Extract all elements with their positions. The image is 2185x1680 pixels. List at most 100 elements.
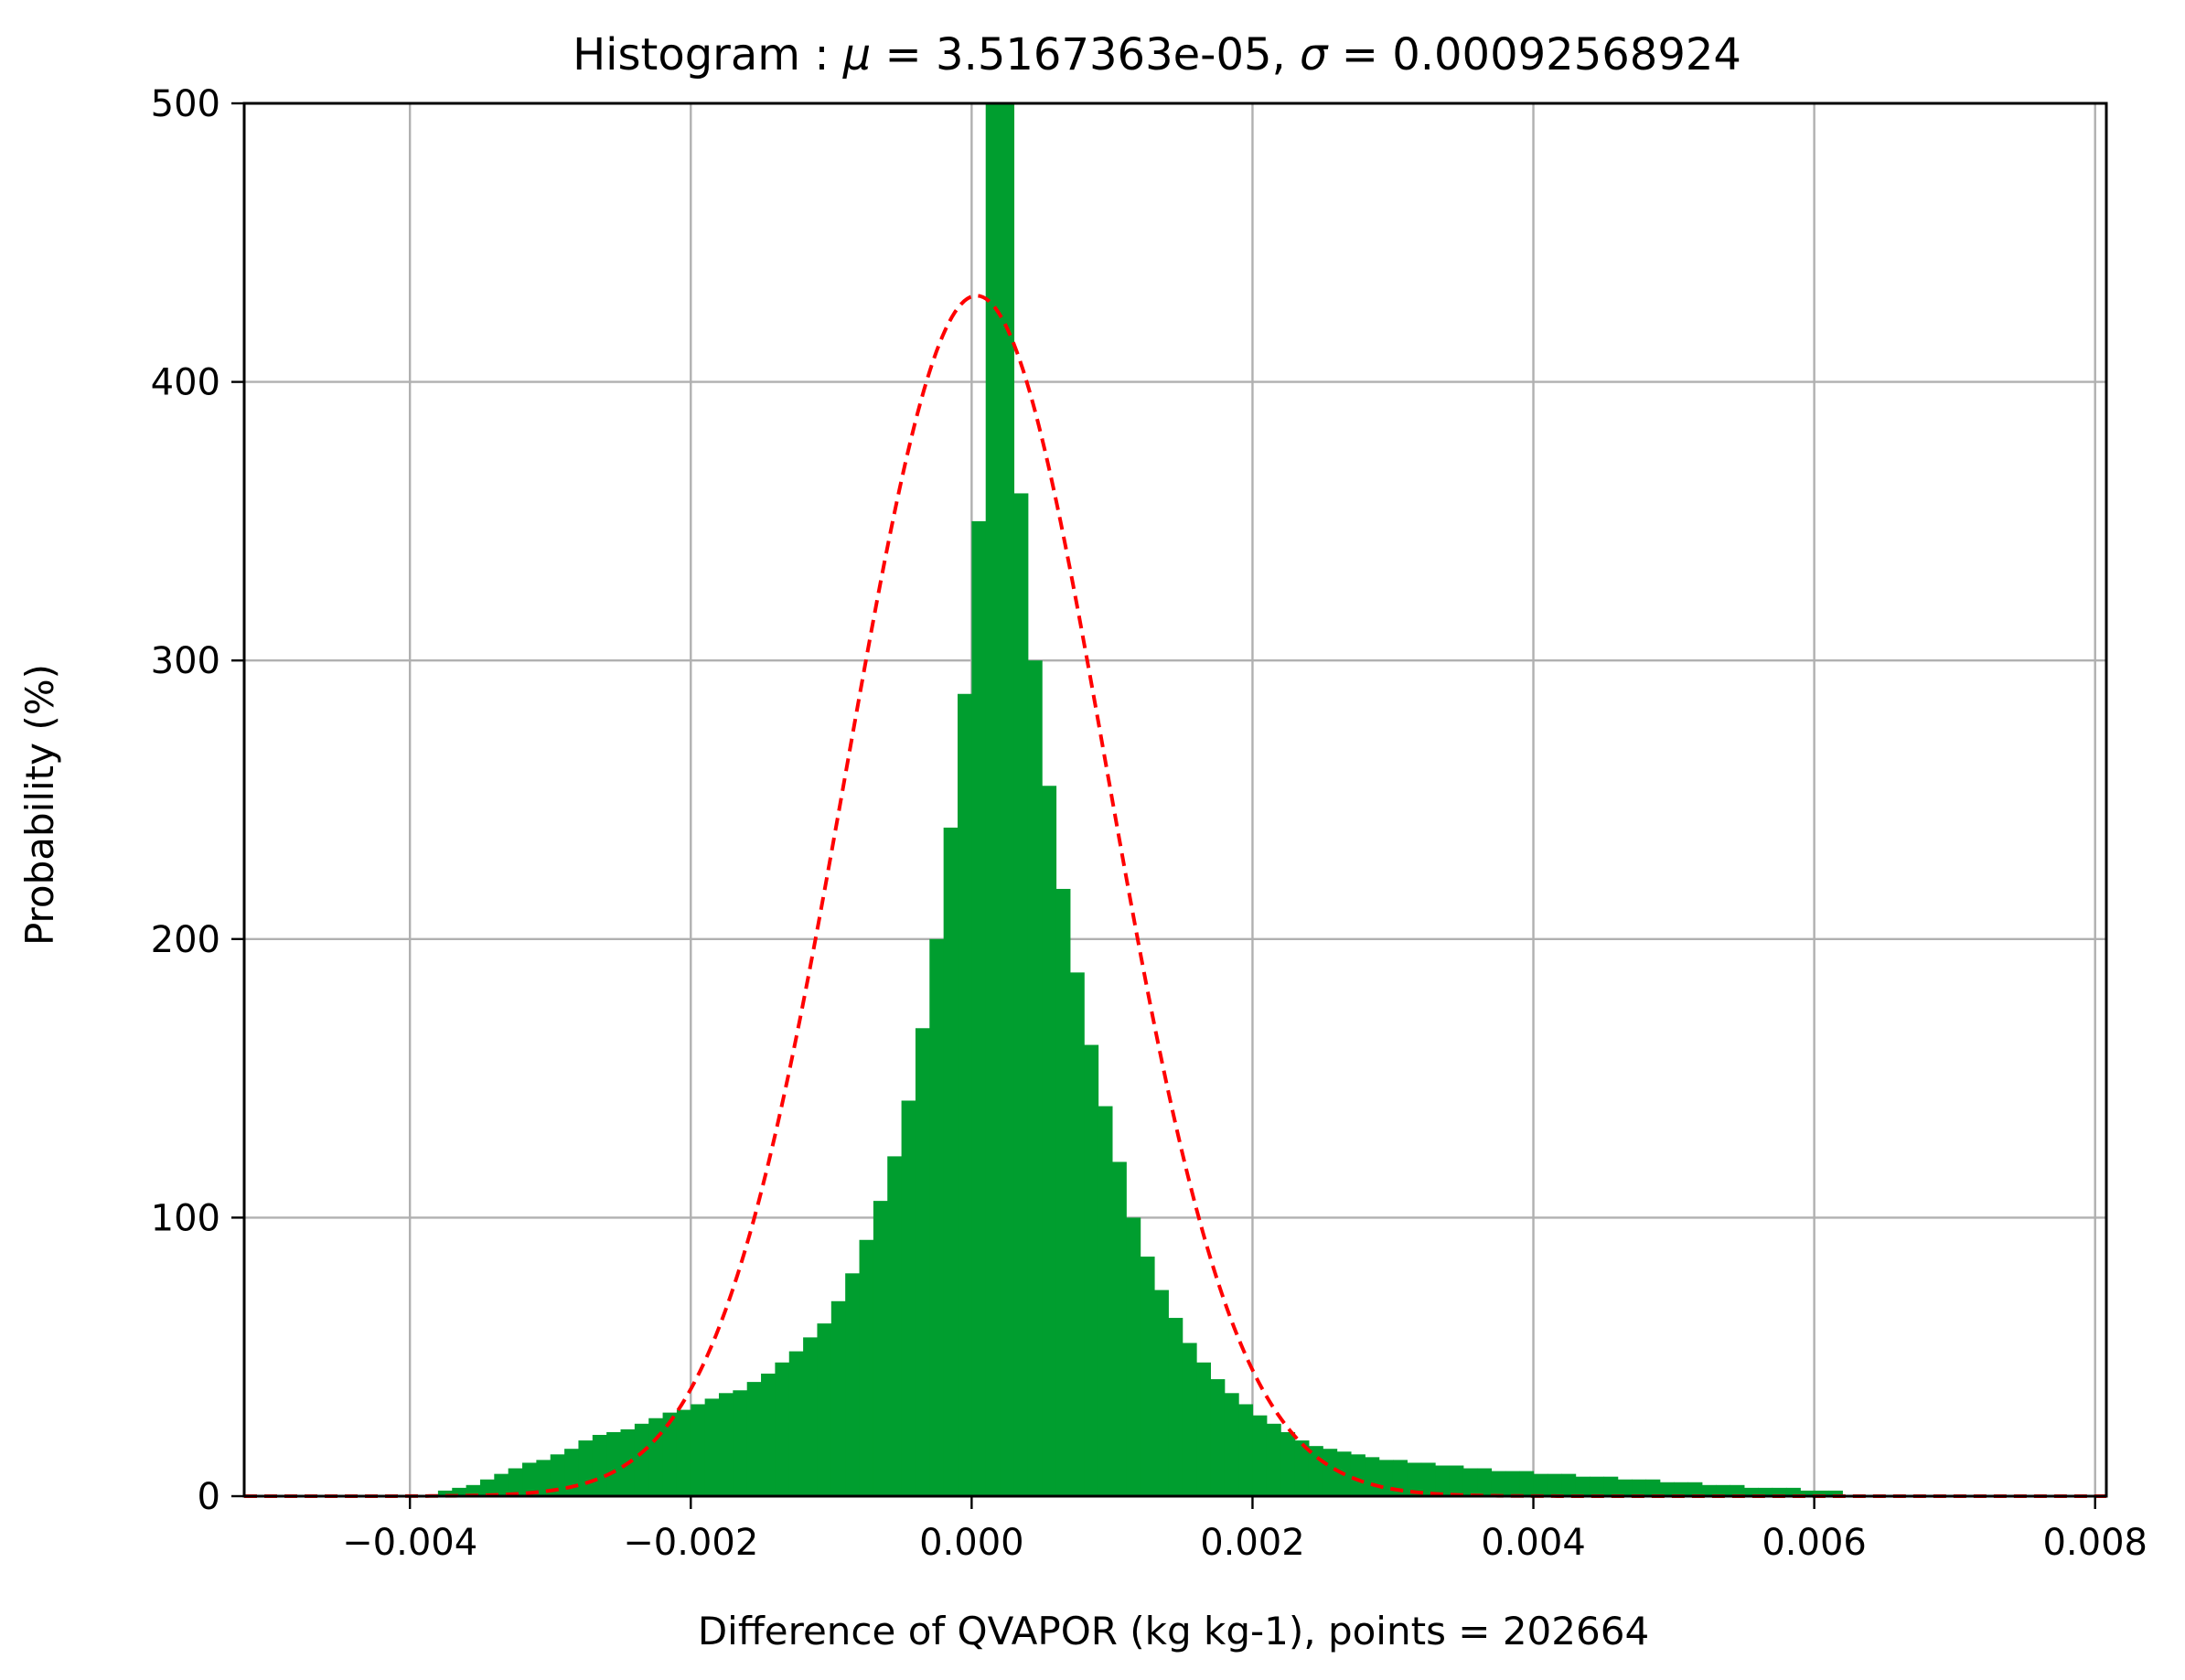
histogram-bar — [466, 1484, 481, 1496]
histogram-bar — [1758, 1487, 1773, 1496]
histogram-bar — [788, 1351, 804, 1496]
histogram-bar — [1196, 1362, 1211, 1496]
histogram-bar — [1392, 1460, 1408, 1496]
histogram-bar — [550, 1454, 565, 1496]
histogram-bar — [606, 1431, 622, 1496]
histogram-bar — [1111, 1161, 1127, 1496]
histogram-bar — [1477, 1468, 1493, 1496]
histogram-bar — [1449, 1465, 1464, 1496]
histogram-bar — [803, 1337, 819, 1496]
y-tick-label: 300 — [151, 640, 220, 682]
histogram-bar — [1659, 1482, 1675, 1496]
histogram-bar — [1055, 888, 1071, 1496]
histogram-bar — [1575, 1476, 1591, 1496]
histogram-bar — [1435, 1465, 1451, 1496]
histogram-bar — [634, 1423, 649, 1496]
y-tick-label: 400 — [151, 362, 220, 404]
histogram-bar — [1617, 1479, 1633, 1496]
histogram-bar — [1210, 1379, 1226, 1496]
histogram-bar — [1827, 1490, 1843, 1496]
histogram-bar — [1294, 1440, 1310, 1496]
histogram-bar — [929, 938, 945, 1496]
histogram-bar — [1407, 1462, 1422, 1496]
histogram-bar — [1687, 1482, 1703, 1496]
histogram-bar — [1716, 1484, 1731, 1496]
y-tick-label: 100 — [151, 1197, 220, 1239]
histogram-bar — [859, 1239, 874, 1496]
histogram-bar — [873, 1201, 888, 1496]
histogram-bar — [1785, 1487, 1801, 1496]
histogram-bar — [830, 1300, 846, 1496]
histogram-bar — [437, 1490, 453, 1496]
histogram-bar — [1632, 1479, 1646, 1496]
histogram-bar — [1098, 1106, 1113, 1496]
histogram-bar — [718, 1393, 734, 1496]
histogram-bar — [1000, 103, 1015, 1496]
histogram-bar — [1505, 1471, 1520, 1496]
histogram-bar — [1027, 660, 1043, 1496]
histogram-bar — [887, 1156, 903, 1496]
histogram-bar — [1589, 1476, 1604, 1496]
histogram-bar — [1224, 1393, 1239, 1496]
histogram-bar — [817, 1323, 832, 1496]
histogram-bar — [746, 1382, 762, 1496]
axes-frame — [242, 102, 2108, 1498]
histogram-bar — [1561, 1473, 1577, 1496]
histogram-bar — [1140, 1257, 1155, 1496]
histogram-bar — [845, 1273, 861, 1496]
histogram-bar — [536, 1460, 552, 1496]
histogram-bar — [1042, 786, 1057, 1496]
histogram-bar — [592, 1434, 607, 1496]
title-prefix: Histogram : — [573, 29, 843, 80]
x-tick-label: 0.002 — [1200, 1522, 1305, 1564]
histogram-bar — [761, 1373, 776, 1496]
x-tick-label: 0.008 — [2042, 1522, 2148, 1564]
histogram-bar — [704, 1398, 720, 1496]
histogram-bar — [1069, 972, 1085, 1496]
histogram-bar — [1800, 1490, 1815, 1496]
histogram-bar — [508, 1468, 523, 1496]
title-sigma-symbol: σ — [1300, 29, 1329, 80]
histogram-bar — [1084, 1044, 1099, 1496]
title-mu-symbol: μ — [842, 29, 872, 80]
histogram-bar — [1252, 1415, 1268, 1496]
histogram-bar — [662, 1412, 678, 1496]
histogram-bar — [1491, 1471, 1506, 1496]
histogram-bar — [1153, 1289, 1169, 1496]
y-axis-label: Probability (%) — [17, 664, 62, 946]
x-axis-label: Difference of QVAPOR (kg kg-1), points =… — [698, 1609, 1649, 1653]
title-sigma-value: = 0.00092568924 — [1327, 29, 1741, 80]
histogram-bar — [522, 1462, 537, 1496]
title-mu-value: = 3.5167363e-05, — [871, 29, 1300, 80]
histogram-bars — [437, 103, 1843, 1497]
histogram-bar — [1238, 1404, 1254, 1496]
histogram-bar — [1674, 1482, 1689, 1496]
histogram-bar — [1266, 1423, 1281, 1496]
histogram-bar — [1420, 1462, 1436, 1496]
histogram-bar — [915, 1028, 930, 1496]
histogram-bar — [1547, 1473, 1562, 1496]
histogram-bar — [479, 1479, 495, 1496]
histogram-bar — [1701, 1484, 1717, 1496]
histogram-bar — [1323, 1449, 1338, 1496]
histogram-bar — [1462, 1468, 1478, 1496]
histogram-bar — [1308, 1446, 1323, 1496]
histogram-bar — [1814, 1490, 1829, 1496]
histogram-bar — [1772, 1487, 1787, 1496]
histogram-bar — [1533, 1473, 1548, 1496]
histogram-bar — [1013, 493, 1029, 1497]
histogram-bar — [1603, 1476, 1619, 1496]
y-tick-label: 0 — [198, 1476, 220, 1518]
histogram-bar — [494, 1473, 509, 1496]
chart-title: Histogram : μ = 3.5167363e-05, σ = 0.000… — [573, 29, 1741, 80]
histogram-bar — [1730, 1484, 1745, 1496]
histogram-bar — [1168, 1318, 1184, 1496]
y-tick-label: 200 — [151, 919, 220, 961]
x-tick-label: 0.000 — [919, 1522, 1024, 1564]
histogram-bar — [676, 1409, 691, 1496]
histogram-bar — [1182, 1343, 1197, 1496]
histogram-bar — [1378, 1460, 1394, 1496]
x-tick-label: −0.002 — [623, 1522, 758, 1564]
